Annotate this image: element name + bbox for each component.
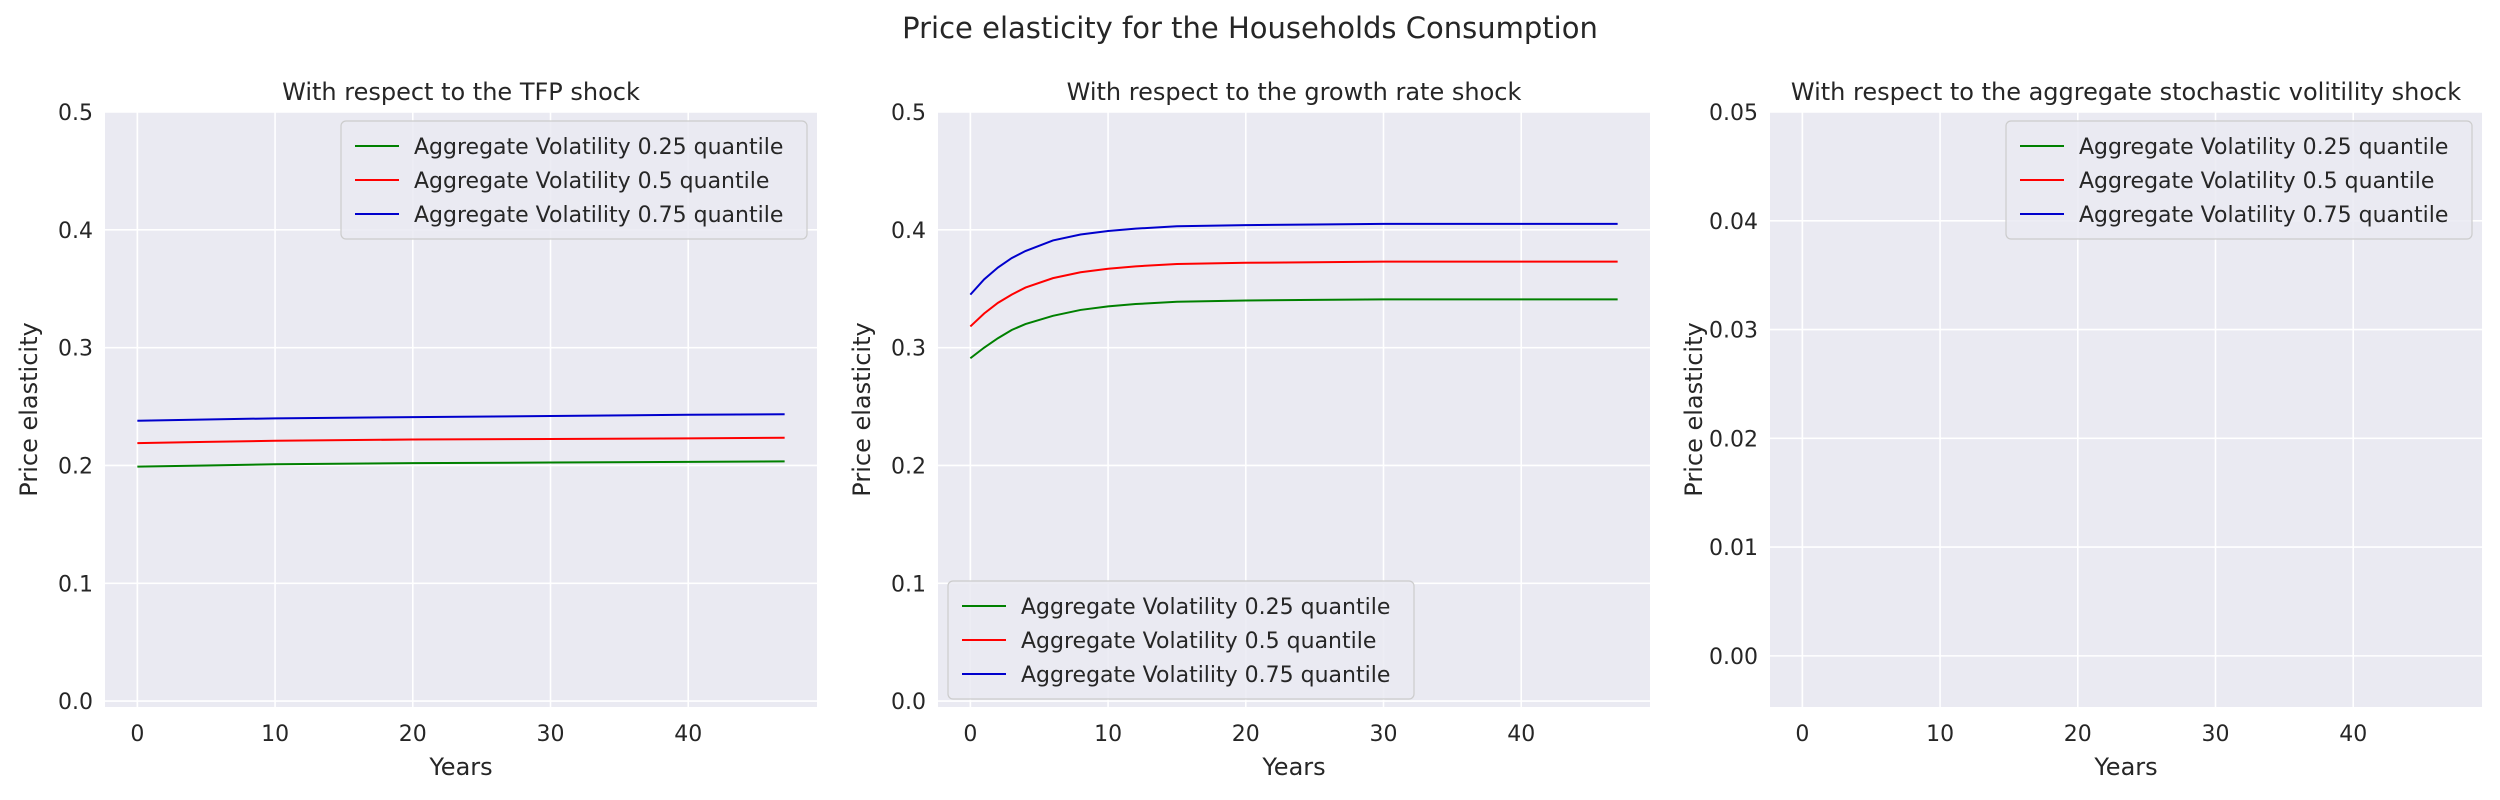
series-line-1 — [969, 298, 1618, 360]
legend-box — [947, 580, 1415, 700]
x-axis-label: Years — [2093, 753, 2157, 781]
series-line-2 — [137, 436, 785, 445]
y-tick-label: 0.04 — [1709, 210, 1758, 235]
x-tick-label: 30 — [2202, 722, 2230, 747]
y-axis-label: Price elasticity — [1680, 322, 1708, 496]
grid — [938, 111, 1650, 707]
subplot-title: With respect to the TFP shock — [282, 78, 640, 106]
y-tick-label: 0.4 — [58, 219, 93, 244]
series-line-2 — [969, 260, 1618, 328]
y-tick-label: 0.4 — [891, 219, 926, 244]
x-tick-label: 40 — [1507, 722, 1535, 747]
y-tick-label: 0.5 — [58, 101, 93, 126]
y-tick-label: 0.2 — [58, 454, 93, 479]
legend-entry-2: Aggregate Volatility 0.5 quantile — [1021, 629, 1376, 654]
legend-entry-3: Aggregate Volatility 0.75 quantile — [414, 203, 783, 228]
subplot-title: With respect to the growth rate shock — [1067, 78, 1522, 106]
y-tick-label: 0.3 — [58, 337, 93, 362]
legend: Aggregate Volatility 0.25 quantile Aggreg… — [2005, 120, 2473, 240]
x-tick-label: 20 — [1232, 722, 1260, 747]
x-axis-label: Years — [1261, 753, 1325, 781]
y-tick-label: 0.2 — [891, 454, 926, 479]
y-tick-label: 0.0 — [891, 690, 926, 715]
legend: Aggregate Volatility 0.25 quantile Aggreg… — [947, 580, 1415, 700]
legend-entry-2: Aggregate Volatility 0.5 quantile — [414, 169, 769, 194]
x-axis-label: Years — [428, 753, 492, 781]
series-line-3 — [137, 413, 785, 422]
legend: Aggregate Volatility 0.25 quantile Aggreg… — [340, 120, 808, 240]
subplot-2: 0 10 20 30 40 0.0 0.1 0.2 0.3 0.4 0.5 With respect … — [848, 78, 1650, 781]
subplot-title: With respect to the aggregate stochastic… — [1791, 78, 2461, 106]
legend-entry-2: Aggregate Volatility 0.5 quantile — [2079, 169, 2434, 194]
figure-title: Price elasticity for the Households Cons… — [902, 11, 1598, 45]
legend-box — [2005, 120, 2473, 240]
y-tick-label: 0.3 — [891, 337, 926, 362]
y-tick-label: 0.1 — [58, 572, 93, 597]
y-tick-label: 0.0 — [58, 690, 93, 715]
y-tick-label: 0.01 — [1709, 536, 1758, 561]
legend-entry-1: Aggregate Volatility 0.25 quantile — [2079, 135, 2448, 160]
series-line-1 — [137, 460, 785, 468]
y-axis-label: Price elasticity — [848, 322, 876, 496]
x-tick-label: 20 — [399, 722, 427, 747]
y-tick-label: 0.05 — [1709, 101, 1758, 126]
x-tick-label: 0 — [1795, 722, 1809, 747]
x-tick-label: 30 — [537, 722, 565, 747]
y-tick-label: 0.00 — [1709, 645, 1758, 670]
x-tick-label: 10 — [261, 722, 289, 747]
y-tick-label: 0.02 — [1709, 427, 1758, 452]
x-tick-label: 20 — [2064, 722, 2092, 747]
subplot-3: 0 10 20 30 40 0.00 0.01 0.02 0.03 0.04 0.05 With re… — [1680, 78, 2482, 781]
x-tick-label: 0 — [963, 722, 977, 747]
legend-entry-1: Aggregate Volatility 0.25 quantile — [1021, 595, 1390, 620]
x-tick-label: 30 — [1370, 722, 1398, 747]
x-tick-label: 40 — [2339, 722, 2367, 747]
subplots: 0 10 20 30 40 0.0 0.1 0.2 0.3 0.4 0.5 With respect … — [15, 78, 2482, 781]
x-tick-label: 10 — [1926, 722, 1954, 747]
x-tick-label: 10 — [1094, 722, 1122, 747]
x-tick-label: 0 — [130, 722, 144, 747]
y-tick-label: 0.5 — [891, 101, 926, 126]
y-axis-label: Price elasticity — [15, 322, 43, 496]
legend-entry-1: Aggregate Volatility 0.25 quantile — [414, 135, 783, 160]
subplot-1: 0 10 20 30 40 0.0 0.1 0.2 0.3 0.4 0.5 With respect … — [15, 78, 817, 781]
legend-entry-3: Aggregate Volatility 0.75 quantile — [1021, 663, 1390, 688]
x-tick-label: 40 — [674, 722, 702, 747]
y-tick-label: 0.1 — [891, 572, 926, 597]
series-line-3 — [969, 222, 1618, 296]
y-tick-label: 0.03 — [1709, 319, 1758, 344]
legend-box — [340, 120, 808, 240]
legend-entry-3: Aggregate Volatility 0.75 quantile — [2079, 203, 2448, 228]
